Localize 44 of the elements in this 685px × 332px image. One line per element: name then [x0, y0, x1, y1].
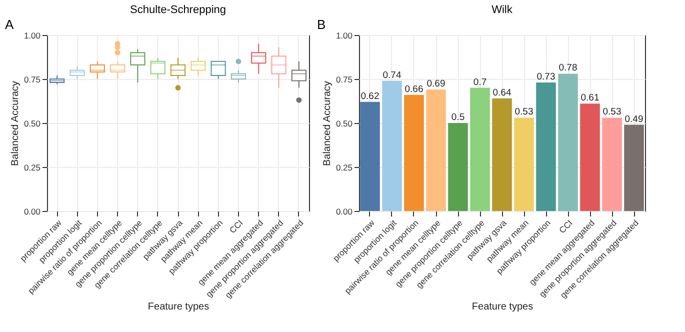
y-tick-label: 1.00	[24, 30, 41, 40]
data-label: 0.61	[580, 92, 600, 104]
data-label: 0.53	[602, 106, 622, 118]
y-tick-label: 1.00	[336, 30, 353, 40]
data-label: 0.73	[536, 72, 556, 83]
data-label: 0.49	[624, 114, 644, 125]
data-label: 0.53	[514, 106, 534, 118]
bar	[558, 74, 578, 211]
data-label: 0.62	[360, 90, 380, 102]
chart-title: Wilk	[492, 4, 513, 16]
y-tick-label: 0.75	[336, 74, 353, 84]
bar	[360, 102, 380, 211]
bar	[602, 118, 622, 211]
y-tick-label: 0.00	[24, 206, 41, 216]
text: A	[5, 17, 14, 32]
y-tick-label: 0.25	[24, 162, 41, 172]
data-label: 0.5	[451, 112, 465, 123]
y-tick-label: 0.25	[336, 162, 353, 172]
data-label: 0.69	[426, 78, 446, 90]
bar	[448, 123, 468, 211]
bar	[382, 80, 402, 211]
data-label: 0.66	[404, 84, 424, 95]
bar	[536, 82, 556, 211]
y-axis-title: Balanced Accuracy	[322, 80, 333, 166]
x-axis-title: Feature types	[148, 302, 210, 313]
chart-title: Schulte-Schrepping	[130, 4, 226, 16]
y-tick-label: 0.50	[24, 118, 41, 128]
y-tick-label: 0.00	[336, 206, 353, 216]
x-axis-title: Feature types	[472, 302, 534, 313]
bar	[492, 98, 512, 211]
data-label: 0.7	[473, 76, 487, 88]
data-label: 0.64	[492, 87, 512, 98]
text: B	[317, 17, 326, 32]
bar	[426, 90, 446, 211]
bar	[470, 88, 490, 211]
data-label: 0.74	[382, 70, 402, 81]
bar	[404, 94, 424, 211]
data-label: 0.78	[558, 62, 578, 74]
y-axis-title: Balanced Accuracy	[10, 80, 21, 166]
bar	[514, 118, 534, 211]
bar	[580, 104, 600, 211]
bar	[624, 124, 644, 211]
y-tick-label: 0.75	[24, 74, 41, 84]
y-tick-label: 0.50	[336, 118, 353, 128]
